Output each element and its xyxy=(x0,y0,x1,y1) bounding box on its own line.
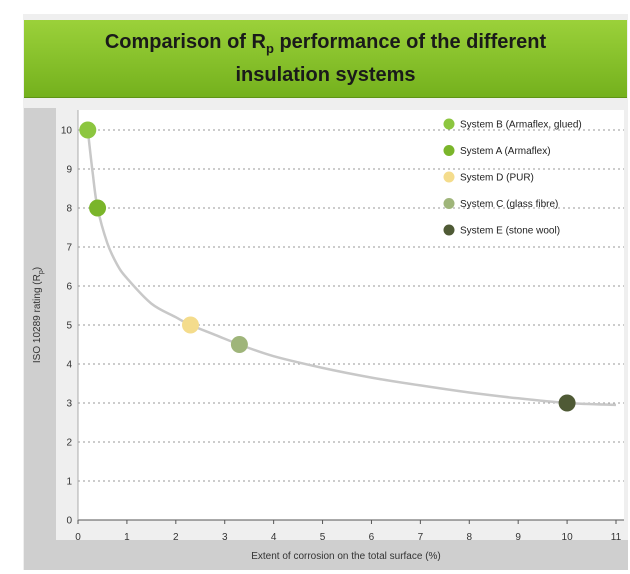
y-axis-label: ISO 10289 rating (Rp) xyxy=(32,267,45,363)
y-tick-label: 5 xyxy=(66,321,72,332)
legend-marker xyxy=(443,118,455,130)
x-tick-label: 8 xyxy=(466,532,472,543)
y-tick-label: 0 xyxy=(66,516,72,527)
x-tick-label: 2 xyxy=(173,532,179,543)
y-tick-label: 8 xyxy=(66,204,72,215)
data-points xyxy=(79,121,576,412)
legend-marker xyxy=(443,198,455,209)
legend-marker xyxy=(443,224,455,236)
data-point xyxy=(230,336,248,353)
y-axis-ticks: 0 1 2 3 4 5 6 7 8 9 10 xyxy=(61,126,73,527)
x-tick-label: 5 xyxy=(320,532,326,543)
x-tick-label: 7 xyxy=(418,532,424,543)
x-tick-label: 6 xyxy=(369,532,375,543)
y-tick-label: 10 xyxy=(61,126,73,137)
x-tick-label: 11 xyxy=(611,532,622,543)
y-tick-label: 6 xyxy=(66,282,72,293)
chart-title: Comparison of Rp performance of the diff… xyxy=(104,31,547,86)
legend-item-label: System A (Armaflex) xyxy=(460,146,551,157)
title-banner: Comparison of Rp performance of the diff… xyxy=(24,20,627,98)
legend-marker xyxy=(443,171,455,183)
x-tick-label: 4 xyxy=(271,532,277,543)
legend-item-label: System E (stone wool) xyxy=(460,226,560,237)
y-tick-label: 7 xyxy=(66,243,72,254)
y-tick-label: 2 xyxy=(66,438,72,449)
chart-title-subscript: p xyxy=(265,41,274,56)
y-tick-label: 4 xyxy=(66,360,72,371)
y-tick-label: 9 xyxy=(66,165,72,176)
legend-item-label: System C (glass fibre) xyxy=(460,199,558,210)
legend-item-label: System D (PUR) xyxy=(460,173,534,184)
legend-item-label: System B (Armaflex, glued) xyxy=(460,120,582,131)
x-axis-band xyxy=(56,540,628,570)
x-tick-label: 1 xyxy=(124,532,130,543)
x-tick-label: 9 xyxy=(515,532,521,543)
legend-marker xyxy=(443,145,455,156)
data-point xyxy=(181,316,199,334)
data-point xyxy=(558,394,576,412)
x-tick-label: 3 xyxy=(222,532,228,543)
y-axis-band xyxy=(24,108,56,570)
x-tick-label: 0 xyxy=(75,532,81,543)
plot-area xyxy=(78,110,624,520)
grid xyxy=(78,129,624,482)
x-axis-label: Extent of corrosion on the total surface… xyxy=(251,551,441,562)
legend: System B (Armaflex, glued) System A (Arma… xyxy=(443,118,582,237)
trend-curve xyxy=(86,129,617,407)
data-point xyxy=(79,121,97,139)
y-tick-label: 3 xyxy=(66,399,72,410)
data-point xyxy=(89,199,107,217)
x-axis-ticks: 0 1 2 3 4 5 6 7 8 9 10 11 xyxy=(75,520,622,543)
y-tick-label: 1 xyxy=(66,477,72,488)
x-tick-label: 10 xyxy=(562,532,574,543)
